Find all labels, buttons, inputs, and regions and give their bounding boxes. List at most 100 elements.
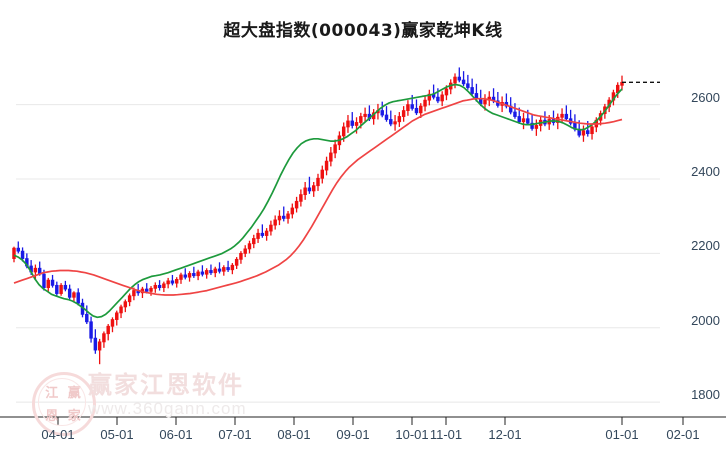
y-axis-tick-label: 1800 bbox=[691, 387, 720, 403]
candle bbox=[213, 266, 217, 278]
candle bbox=[179, 272, 183, 284]
candle bbox=[329, 147, 333, 167]
candle bbox=[76, 288, 80, 306]
x-axis-tick-label: 02-01 bbox=[666, 427, 700, 442]
y-axis-tick-label: 2400 bbox=[691, 164, 720, 179]
candle bbox=[466, 74, 470, 90]
candle bbox=[264, 228, 269, 241]
candle bbox=[406, 100, 410, 116]
candle bbox=[269, 220, 273, 236]
candle bbox=[153, 282, 158, 293]
candle bbox=[286, 210, 290, 224]
candle bbox=[513, 103, 517, 119]
candle bbox=[256, 228, 260, 243]
candle bbox=[620, 75, 624, 91]
candle bbox=[16, 241, 21, 254]
candle bbox=[449, 79, 453, 95]
x-axis-tick-label: 07-01 bbox=[218, 427, 252, 442]
candle bbox=[590, 123, 594, 140]
candle bbox=[534, 119, 539, 136]
x-axis-tick-label: 05-01 bbox=[100, 427, 134, 442]
candle bbox=[521, 112, 526, 130]
candle bbox=[543, 111, 547, 127]
candle bbox=[333, 139, 337, 159]
candle bbox=[423, 96, 427, 112]
candle bbox=[166, 277, 170, 289]
candle bbox=[316, 173, 320, 191]
candle bbox=[470, 78, 474, 97]
candle bbox=[55, 281, 59, 297]
x-axis-tick-label: 09-01 bbox=[336, 427, 370, 442]
candle bbox=[273, 215, 277, 230]
candle bbox=[102, 331, 106, 348]
candle bbox=[67, 284, 72, 300]
candle bbox=[119, 304, 123, 319]
candle bbox=[299, 189, 303, 207]
candle bbox=[282, 206, 286, 222]
candle bbox=[350, 112, 354, 129]
candle bbox=[457, 67, 462, 83]
x-axis-tick-label: 12-01 bbox=[488, 427, 522, 442]
page-title: 超大盘指数(000043)赢家乾坤K线 bbox=[223, 21, 503, 41]
candle bbox=[59, 283, 63, 296]
candle bbox=[440, 91, 444, 107]
candle bbox=[183, 268, 187, 280]
candle bbox=[234, 257, 239, 269]
candle bbox=[401, 106, 406, 122]
candle bbox=[127, 293, 132, 307]
candle bbox=[320, 165, 325, 184]
x-axis-tick-label: 10-01 bbox=[395, 427, 429, 442]
candle bbox=[384, 106, 389, 122]
candle bbox=[196, 269, 200, 281]
candle bbox=[123, 299, 128, 313]
y-axis-tick-label: 2200 bbox=[691, 238, 720, 254]
candle bbox=[431, 84, 436, 100]
candle bbox=[247, 240, 252, 254]
x-axis-tick-label: 11-01 bbox=[429, 427, 463, 442]
candle bbox=[453, 73, 457, 89]
x-axis-tick-label: 01-01 bbox=[605, 427, 639, 442]
candle bbox=[50, 274, 55, 288]
candle bbox=[85, 305, 89, 325]
candle bbox=[200, 265, 205, 277]
candle bbox=[170, 274, 175, 286]
candle bbox=[192, 266, 196, 278]
candle bbox=[427, 89, 432, 106]
moving-average-line bbox=[13, 97, 623, 296]
candle bbox=[564, 105, 569, 121]
candle bbox=[363, 107, 367, 123]
candle bbox=[174, 277, 179, 288]
candle bbox=[397, 112, 402, 127]
candle bbox=[389, 110, 393, 127]
candle bbox=[568, 109, 573, 126]
candle bbox=[260, 224, 265, 238]
candle bbox=[63, 280, 68, 292]
x-axis-tick-label: 06-01 bbox=[159, 427, 193, 442]
candle bbox=[204, 268, 209, 279]
candle bbox=[149, 286, 153, 296]
candle bbox=[294, 196, 299, 213]
candle bbox=[97, 338, 102, 365]
candle bbox=[110, 317, 115, 333]
candle bbox=[380, 101, 384, 118]
candle bbox=[106, 324, 110, 341]
candle bbox=[530, 114, 534, 131]
moving-average-line bbox=[13, 83, 623, 319]
candle bbox=[209, 264, 213, 275]
candle bbox=[33, 264, 38, 281]
candle bbox=[393, 115, 397, 131]
y-axis-tick-label: 2600 bbox=[691, 89, 720, 105]
candle bbox=[277, 210, 282, 226]
candle bbox=[581, 125, 586, 142]
candle bbox=[217, 262, 222, 274]
candle bbox=[496, 91, 500, 108]
candle bbox=[243, 245, 247, 258]
candle bbox=[46, 277, 50, 293]
candle bbox=[371, 109, 376, 125]
y-axis-tick-label: 2000 bbox=[691, 312, 720, 328]
candle bbox=[252, 234, 256, 249]
candle bbox=[303, 181, 307, 200]
candle bbox=[324, 156, 329, 176]
candle bbox=[311, 181, 316, 197]
